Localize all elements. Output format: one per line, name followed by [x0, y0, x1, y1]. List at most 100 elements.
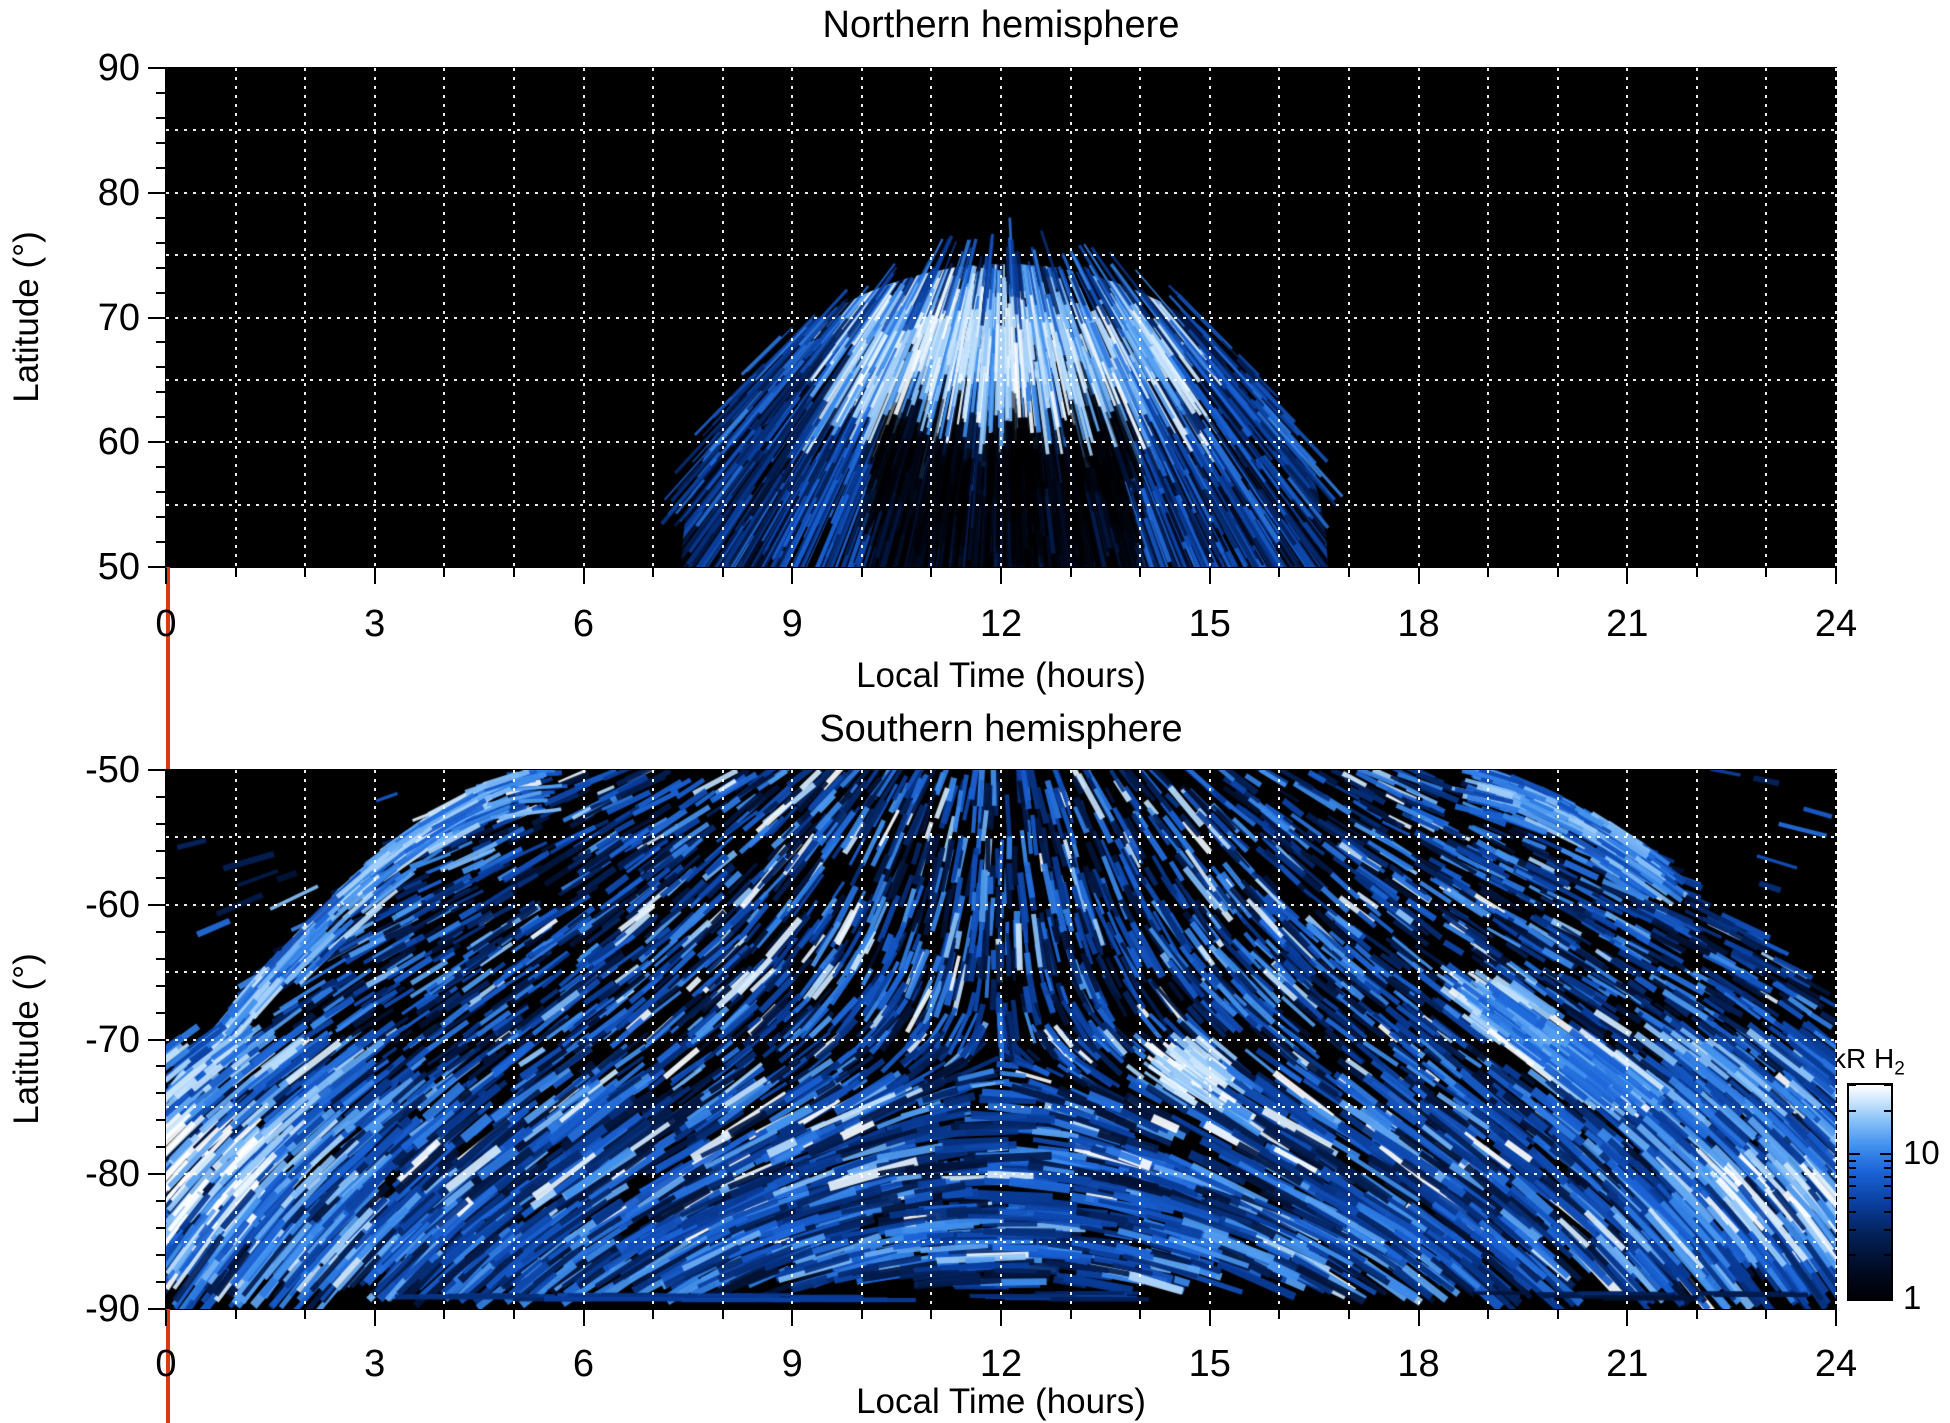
y-tick — [156, 1119, 165, 1122]
x-tick-label: 15 — [1188, 603, 1231, 645]
x-tick-label: 15 — [1188, 1343, 1231, 1385]
colorbar-minor-tick-left — [1849, 1210, 1856, 1213]
y-tick — [156, 341, 165, 344]
y-tick — [148, 67, 165, 69]
x-tick — [1347, 1310, 1350, 1319]
y-tick — [156, 822, 165, 825]
x-tick — [1835, 1310, 1837, 1326]
x-tick-label: 9 — [781, 1343, 803, 1385]
y-tick — [148, 191, 165, 194]
y-tick — [156, 216, 165, 219]
x-tick-label: 0 — [155, 603, 177, 645]
y-tick — [156, 141, 165, 144]
y-tick — [156, 241, 165, 244]
x-tick — [304, 1310, 307, 1319]
colorbar-label-subscript: 2 — [1894, 1058, 1905, 1080]
colorbar-tick-label: 10 — [1903, 1134, 1940, 1172]
x-tick — [1695, 568, 1698, 577]
y-tick-label: -60 — [85, 883, 140, 926]
y-tick-label: 80 — [97, 171, 140, 214]
y-tick — [156, 1065, 165, 1068]
x-tick — [1278, 568, 1281, 577]
y-tick — [156, 984, 165, 987]
x-tick-label: 3 — [364, 603, 386, 645]
y-tick-label: -70 — [85, 1018, 140, 1061]
x-tick — [1695, 1310, 1698, 1319]
south-x-axis-title: Local Time (hours) — [856, 1382, 1146, 1421]
emission-heatmap-north — [166, 68, 1836, 567]
colorbar-minor-tick-left — [1849, 1196, 1856, 1199]
y-tick — [156, 541, 165, 544]
x-tick — [512, 568, 515, 577]
y-tick — [156, 366, 165, 369]
y-tick — [156, 91, 165, 94]
x-tick — [165, 568, 167, 584]
x-tick-label: 6 — [572, 1343, 595, 1385]
south-panel-title: Southern hemisphere — [819, 708, 1183, 750]
x-tick — [1835, 568, 1837, 584]
north-panel-title: Northern hemisphere — [822, 4, 1180, 46]
y-tick — [148, 1173, 165, 1176]
x-tick — [1765, 568, 1768, 577]
x-tick — [1278, 1310, 1281, 1319]
y-tick — [156, 266, 165, 269]
y-tick — [156, 849, 165, 852]
x-tick — [930, 1310, 933, 1319]
x-tick — [1139, 1310, 1142, 1319]
colorbar-minor-tick-right — [1884, 1109, 1891, 1112]
x-tick — [652, 1310, 655, 1319]
x-tick-label: 24 — [1814, 603, 1858, 645]
colorbar-tick-label: 1 — [1903, 1279, 1922, 1316]
y-tick — [156, 466, 165, 469]
x-tick — [373, 568, 376, 584]
x-tick — [791, 1310, 794, 1326]
x-tick — [165, 1310, 167, 1326]
x-tick — [860, 568, 863, 577]
x-tick — [930, 568, 933, 577]
y-tick — [156, 957, 165, 960]
emission-heatmap-south — [166, 770, 1836, 1309]
colorbar-minor-tick-right — [1884, 1084, 1891, 1086]
x-tick — [582, 1310, 585, 1326]
y-tick — [156, 1146, 165, 1149]
colorbar-minor-tick-right — [1884, 1254, 1891, 1257]
x-tick — [443, 568, 446, 577]
y-tick — [148, 1038, 165, 1041]
x-tick — [512, 1310, 515, 1319]
y-tick — [148, 1308, 165, 1310]
y-tick-label: 50 — [97, 546, 140, 588]
y-tick — [156, 291, 165, 294]
y-tick-label: -80 — [85, 1153, 140, 1196]
y-tick-label: 90 — [97, 47, 140, 89]
y-tick — [156, 795, 165, 798]
x-tick-label: 21 — [1606, 603, 1649, 645]
y-tick-label: 70 — [97, 296, 140, 339]
colorbar-minor-tick-right — [1884, 1196, 1891, 1199]
x-tick — [582, 568, 585, 584]
y-tick — [156, 491, 165, 494]
x-tick — [1000, 1310, 1002, 1326]
colorbar-minor-tick-left — [1849, 1167, 1856, 1170]
colorbar-label: kR H2 — [1832, 1043, 1905, 1080]
x-tick — [652, 568, 655, 577]
x-tick — [1208, 1310, 1211, 1326]
noon-line — [166, 1309, 170, 1423]
colorbar-minor-tick-left — [1849, 1228, 1856, 1231]
x-tick — [1487, 1310, 1490, 1319]
colorbar-major-tick-left — [1849, 1153, 1860, 1156]
colorbar-minor-tick-left — [1849, 1084, 1856, 1086]
x-tick — [1347, 568, 1350, 577]
x-tick — [721, 568, 724, 577]
y-tick — [156, 1200, 165, 1203]
colorbar-minor-tick-right — [1884, 1210, 1891, 1213]
y-tick-label: -50 — [85, 749, 140, 791]
x-tick — [1139, 568, 1142, 577]
x-tick-label: 9 — [781, 603, 803, 645]
x-tick — [860, 1310, 863, 1319]
y-tick — [156, 516, 165, 519]
x-tick — [1417, 1310, 1420, 1326]
north-x-axis-title: Local Time (hours) — [856, 656, 1146, 695]
x-tick-label: 21 — [1606, 1343, 1649, 1385]
x-tick-label: 18 — [1397, 603, 1440, 645]
